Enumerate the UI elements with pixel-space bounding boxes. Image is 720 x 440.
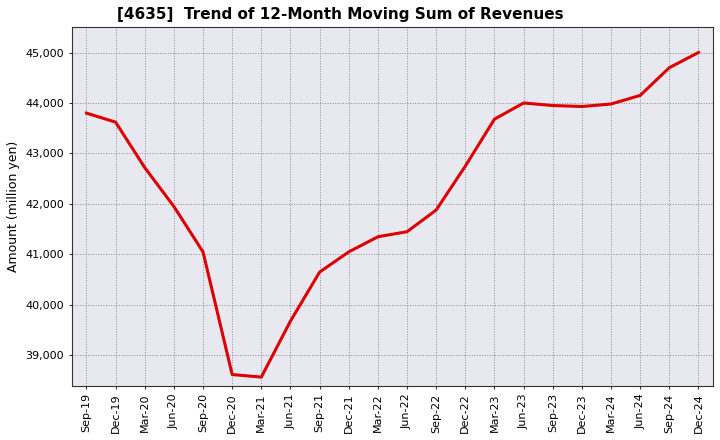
Text: [4635]  Trend of 12-Month Moving Sum of Revenues: [4635] Trend of 12-Month Moving Sum of R… <box>117 7 563 22</box>
Y-axis label: Amount (million yen): Amount (million yen) <box>7 141 20 272</box>
